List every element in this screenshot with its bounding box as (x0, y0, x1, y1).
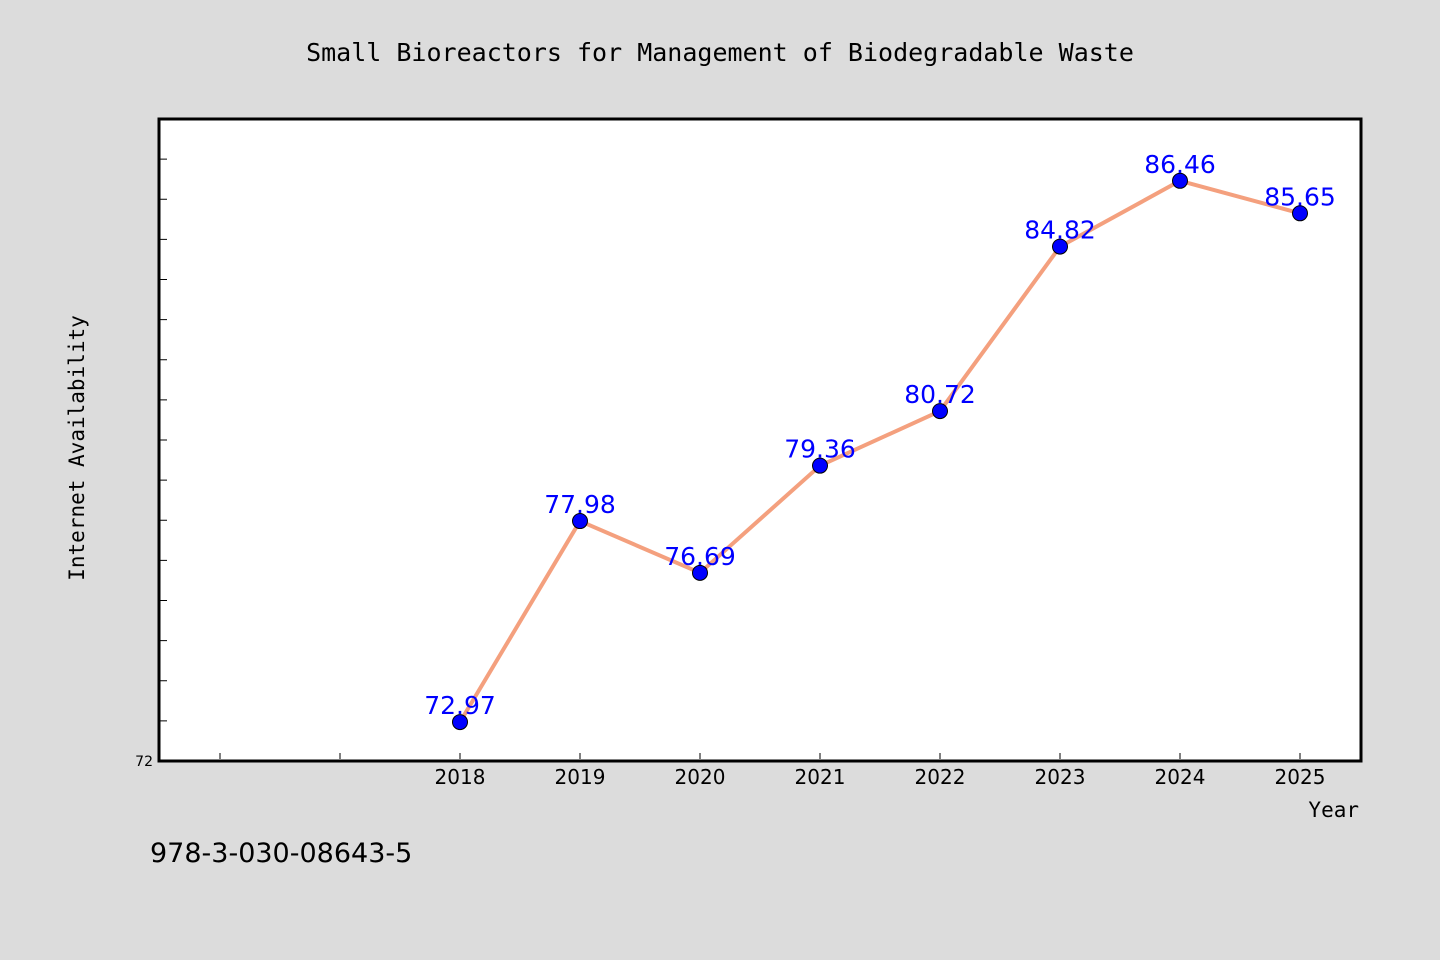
plot-area (157, 117, 1363, 763)
data-label: 84.82 (1024, 216, 1096, 245)
data-label: 86.46 (1144, 150, 1216, 179)
data-label: 85.65 (1264, 182, 1336, 211)
data-point (1052, 238, 1068, 255)
x-axis: 2018 2019 2020 2021 2022 2023 2024 2025 (219, 753, 1326, 789)
data-label: 72.97 (424, 691, 496, 720)
series-line (458, 178, 1301, 724)
y-axis: 72 (135, 158, 167, 770)
data-point (572, 513, 588, 530)
x-tick-label: 2022 (915, 765, 966, 789)
caption: 978-3-030-08643-5 (150, 838, 412, 869)
x-tick-label: 2018 (435, 765, 486, 789)
data-label: 77.98 (544, 490, 616, 519)
x-tick-label: 2021 (795, 765, 846, 789)
data-point (812, 457, 828, 474)
data-point (452, 714, 468, 731)
x-tick-label: 2023 (1035, 765, 1086, 789)
data-point (1172, 172, 1188, 189)
data-point (692, 564, 708, 581)
series: 72.97 77.98 76.69 79.36 80.72 84.82 86.46 85.65 (424, 150, 1336, 731)
chart-title: Small Bioreactors for Management of Biod… (306, 38, 1134, 67)
data-label: 80.72 (904, 380, 976, 409)
y-axis-title: Internet Availability (65, 315, 89, 581)
x-tick-label: 2019 (555, 765, 606, 789)
data-point (1292, 205, 1308, 222)
x-axis-title: Year (1308, 798, 1359, 822)
data-point (932, 403, 948, 420)
data-label: 76.69 (664, 542, 736, 571)
data-label: 79.36 (784, 435, 856, 464)
y-tick-label: 72 (135, 754, 153, 770)
x-tick-label: 2020 (675, 765, 726, 789)
x-tick-label: 2025 (1275, 765, 1326, 789)
x-tick-label: 2024 (1155, 765, 1206, 789)
